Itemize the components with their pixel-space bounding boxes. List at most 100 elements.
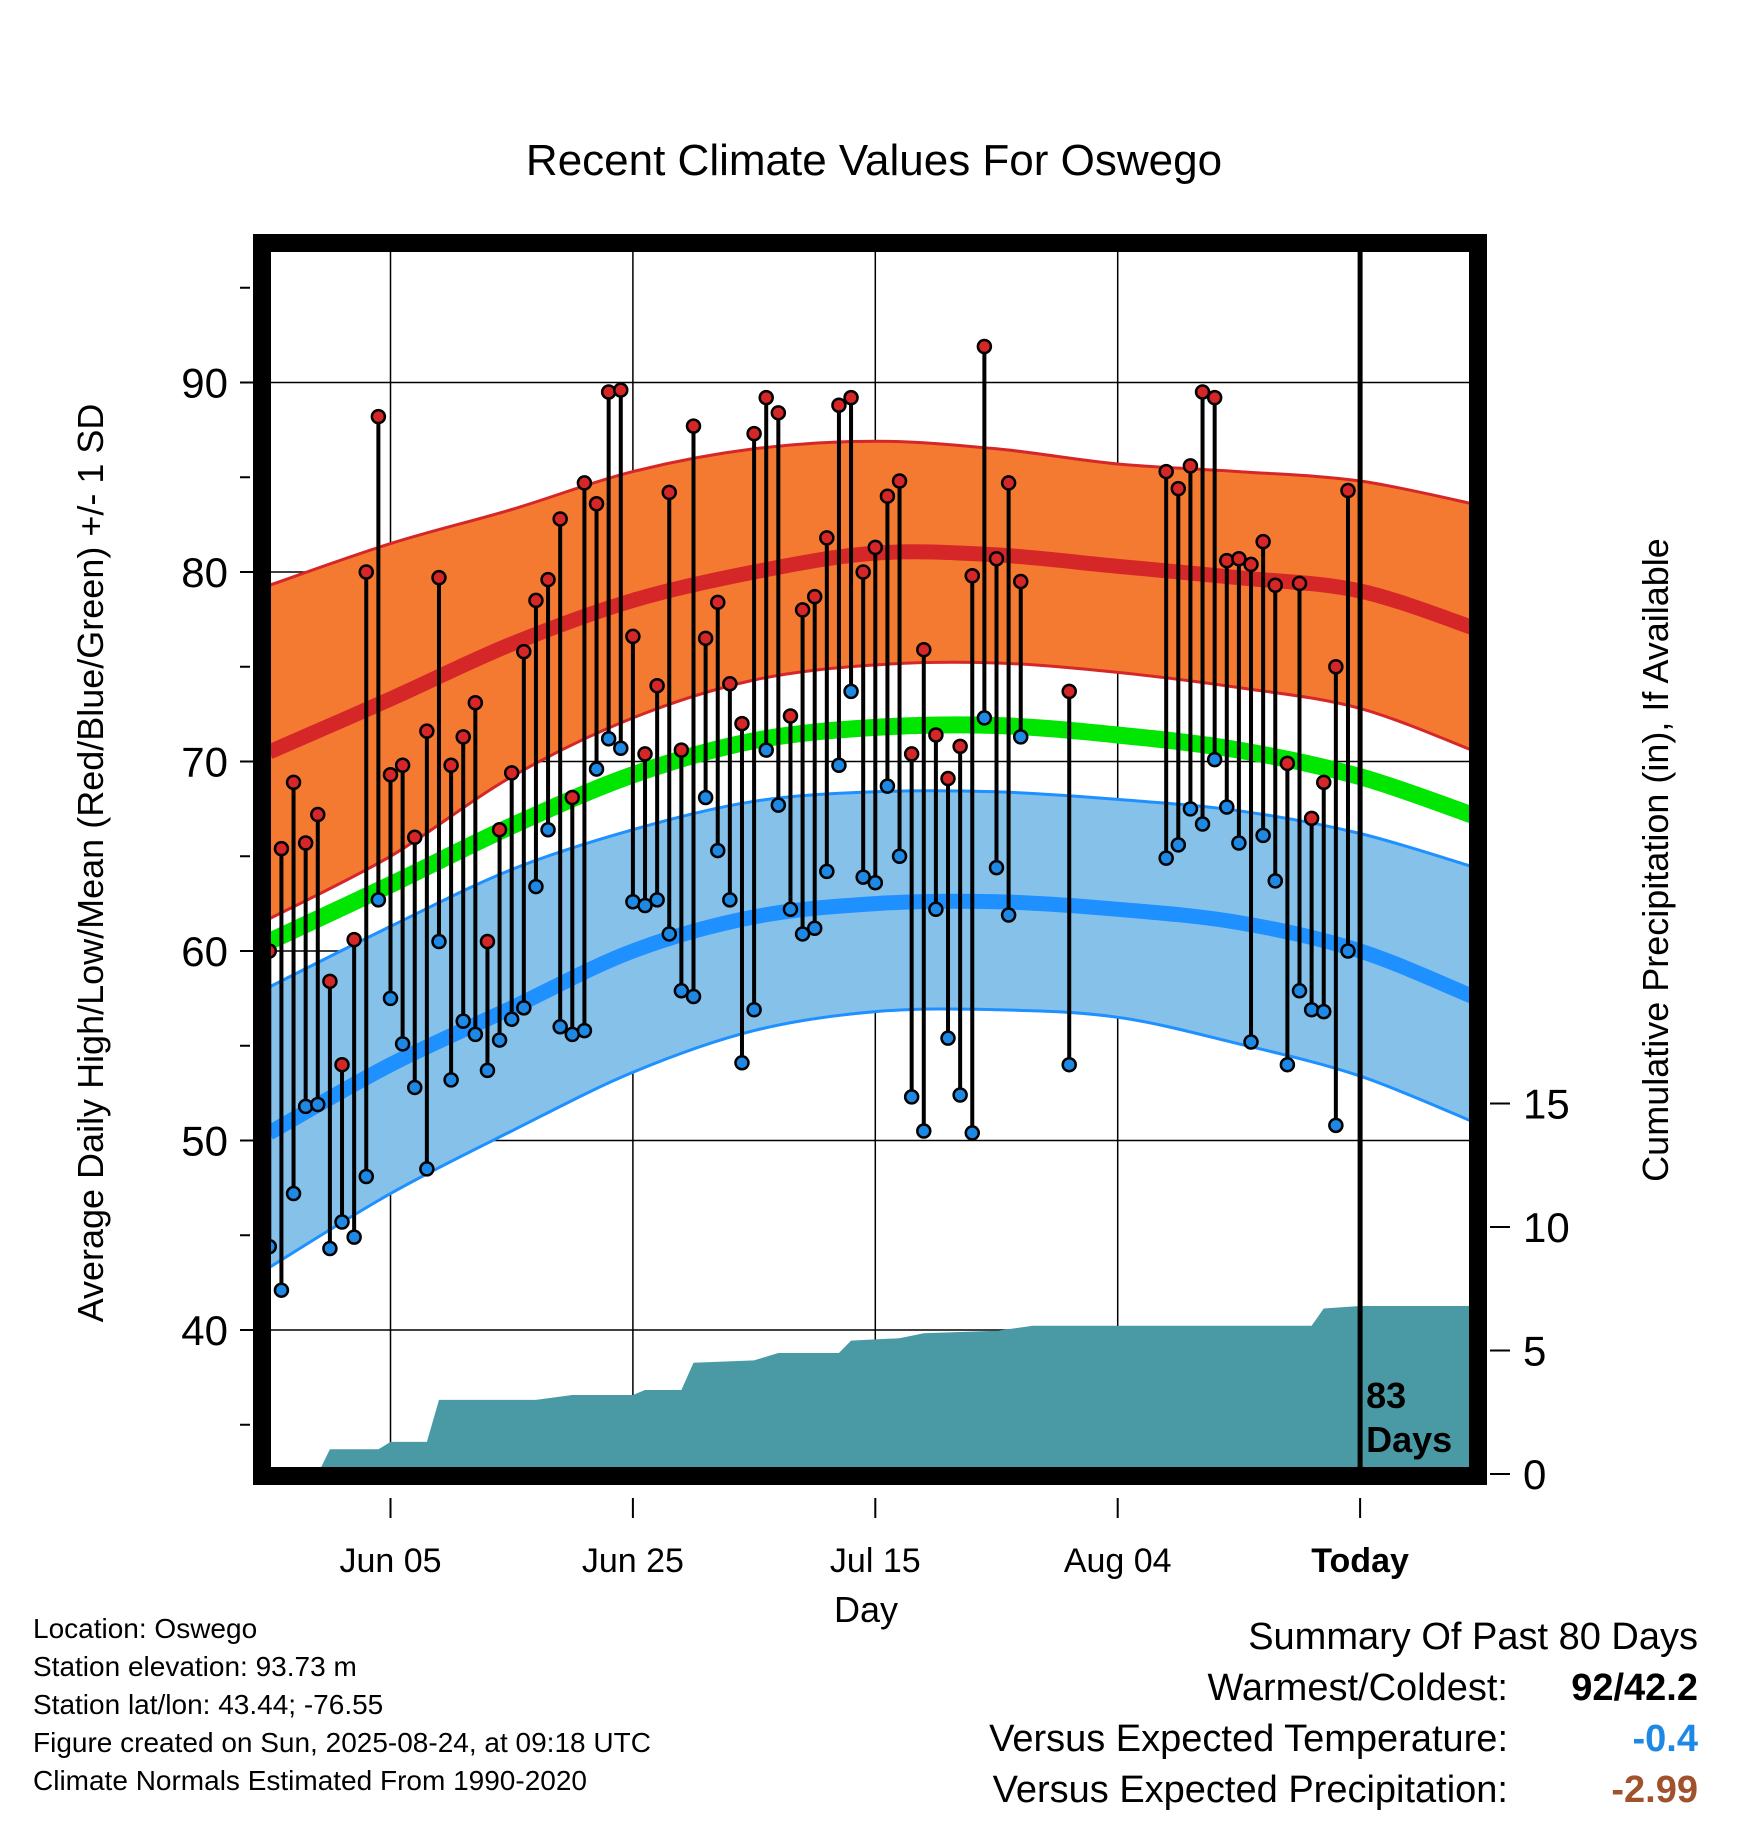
- daily-low-point: [552, 1019, 568, 1035]
- precip-departure-label: Versus Expected Precipitation:: [992, 1769, 1508, 1811]
- daily-low-point: [891, 848, 908, 864]
- daily-low-point: [916, 1123, 932, 1139]
- x-axis-label: Day: [834, 1589, 898, 1630]
- daily-high-point: [794, 602, 811, 618]
- daily-high-point: [382, 767, 399, 783]
- daily-high-point: [552, 511, 568, 527]
- daily-low-point: [600, 731, 617, 747]
- daily-high-point: [891, 473, 908, 489]
- daily-high-point: [831, 397, 847, 413]
- daily-low-point: [952, 1087, 968, 1103]
- daily-low-point: [1219, 799, 1235, 815]
- daily-high-point: [685, 418, 702, 434]
- x-tick-label: Jul 15: [830, 1542, 921, 1580]
- daily-high-point: [661, 484, 678, 501]
- daily-low-point: [722, 892, 738, 908]
- daily-high-point: [455, 729, 471, 745]
- daily-low-point: [576, 1022, 593, 1039]
- daily-high-point: [491, 821, 508, 838]
- daily-low-point: [455, 1013, 471, 1029]
- daily-high-point: [855, 564, 871, 580]
- plot-content: [262, 243, 1478, 1476]
- y-tick-label: 90: [181, 360, 228, 407]
- station-info: Location: Oswego Station elevation: 93.7…: [33, 1610, 651, 1800]
- y-tick-label: 80: [181, 549, 228, 596]
- daily-low-point: [1194, 816, 1211, 832]
- daily-high-point: [564, 789, 581, 806]
- daily-high-point: [1340, 482, 1356, 499]
- daily-high-point: [1194, 384, 1211, 400]
- daily-high-point: [746, 425, 762, 442]
- daily-high-point: [673, 742, 690, 758]
- daily-high-point: [540, 571, 556, 588]
- daily-high-point: [758, 389, 774, 406]
- daily-low-point: [285, 1185, 302, 1202]
- daily-high-point: [940, 770, 956, 787]
- daily-high-point: [1182, 458, 1199, 474]
- daily-low-point: [467, 1026, 484, 1043]
- y-tick-label: 40: [181, 1307, 228, 1354]
- daily-high-point: [928, 727, 944, 743]
- daily-high-point: [431, 569, 447, 586]
- daily-low-point: [1243, 1034, 1259, 1050]
- daily-high-point: [1267, 577, 1284, 594]
- low-normal-band-lower-edge: [268, 1007, 1478, 1269]
- daily-low-point: [697, 789, 714, 806]
- daily-low-point: [746, 1001, 762, 1018]
- precip-departure-row: Versus Expected Precipitation: -2.99: [989, 1765, 1698, 1816]
- daily-low-point: [928, 901, 944, 918]
- daily-low-point: [940, 1030, 956, 1046]
- today-days-label: Days: [1366, 1419, 1452, 1460]
- normals-text: Climate Normals Estimated From 1990-2020: [33, 1765, 587, 1796]
- daily-low-point: [503, 1011, 520, 1027]
- daily-low-point: [867, 875, 884, 891]
- y2-tick-label: 10: [1523, 1204, 1570, 1251]
- daily-low-point: [879, 778, 896, 794]
- daily-high-point: [285, 774, 302, 791]
- created-text: Figure created on Sun, 2025-08-24, at 09…: [33, 1727, 651, 1758]
- daily-low-point: [1291, 983, 1308, 999]
- daily-low-point: [1340, 943, 1356, 959]
- daily-high-point: [770, 405, 787, 421]
- y2-tick-label: 0: [1523, 1451, 1546, 1498]
- daily-low-point: [588, 761, 605, 777]
- daily-high-point: [273, 840, 290, 857]
- axes: Day Average Daily High/Low/Mean (Red/Blu…: [70, 286, 1676, 1630]
- daily-high-point: [346, 931, 362, 948]
- daily-low-point: [297, 1098, 314, 1115]
- x-tick-label: Jun 25: [582, 1542, 684, 1580]
- temp-departure-label: Versus Expected Temperature:: [989, 1718, 1508, 1760]
- daily-low-point: [806, 920, 823, 937]
- warmest-coldest-label: Warmest/Coldest:: [1207, 1667, 1508, 1709]
- daily-low-point: [661, 926, 678, 942]
- x-tick-label: Aug 04: [1064, 1542, 1172, 1580]
- daily-low-point: [370, 892, 387, 908]
- daily-high-point: [952, 738, 968, 755]
- daily-low-point: [310, 1096, 326, 1113]
- daily-low-point: [819, 863, 835, 880]
- daily-high-point: [867, 539, 884, 556]
- daily-low-point: [273, 1282, 290, 1298]
- daily-low-point: [1158, 850, 1174, 866]
- daily-low-point: [382, 990, 399, 1007]
- daily-high-point: [1000, 475, 1017, 491]
- daily-low-point: [709, 842, 726, 859]
- daily-low-point: [782, 901, 799, 918]
- daily-low-point: [516, 1000, 532, 1016]
- elevation-text: Station elevation: 93.73 m: [33, 1651, 357, 1682]
- daily-high-point: [819, 530, 835, 546]
- daily-high-point: [625, 628, 641, 645]
- x-tick-label-today: Today: [1311, 1542, 1409, 1580]
- daily-low-point: [855, 869, 871, 885]
- daily-high-point: [1291, 575, 1308, 592]
- daily-low-point: [334, 1214, 350, 1230]
- daily-high-point: [1315, 774, 1332, 791]
- daily-low-point: [406, 1079, 423, 1096]
- daily-high-point: [1328, 659, 1344, 675]
- daily-high-point: [576, 475, 593, 491]
- summary-title: Summary Of Past 80 Days: [1248, 1616, 1698, 1658]
- daily-high-point: [358, 564, 375, 580]
- daily-low-point: [346, 1229, 362, 1245]
- y-tick-label: 60: [181, 928, 228, 975]
